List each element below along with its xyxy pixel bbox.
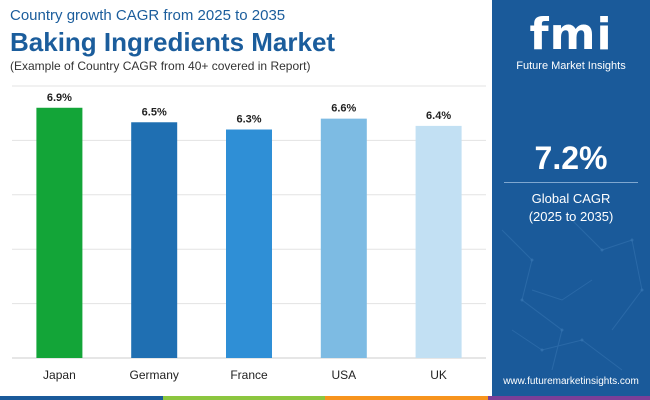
chart-title: Baking Ingredients Market [10, 27, 336, 57]
chart-caption: (Example of Country CAGR from 40+ covere… [10, 59, 311, 73]
logo-mark: fmi [529, 9, 613, 60]
bar-germany[interactable] [131, 122, 178, 359]
bar-france[interactable] [226, 129, 272, 358]
data-label: 6.6% [331, 103, 356, 115]
panel-background-pattern [501, 219, 644, 371]
global-cagr-label-line2: (2025 to 2035) [528, 209, 614, 224]
bar-uk[interactable] [415, 125, 462, 358]
chart-header: Country growth CAGR from 2025 to 2035 Ba… [10, 6, 490, 74]
bottom-bar-segment [325, 396, 488, 400]
global-cagr-label: Global CAGR (2025 to 2035) [492, 190, 650, 226]
bar-japan[interactable] [36, 107, 83, 358]
panel-divider [504, 182, 638, 183]
bottom-bar-segment [162, 396, 325, 400]
bar-chart: 6.9% Japan 6.5% Germany 6.3% France 6.6% USA 6.4… [12, 85, 486, 382]
website-link[interactable]: www.futuremarketinsights.com [503, 376, 639, 387]
data-label: 6.9% [47, 92, 72, 104]
global-cagr-label-line1: Global CAGR [531, 191, 611, 206]
bottom-bar-segment [0, 396, 163, 400]
x-tick-label: Germany [130, 368, 179, 382]
global-cagr-value: 7.2% [534, 140, 608, 176]
data-label: 6.4% [426, 110, 451, 122]
bottom-bar-segment [487, 396, 650, 400]
x-tick-label: France [230, 368, 268, 382]
chart-subtitle: Country growth CAGR from 2025 to 2035 [10, 7, 286, 24]
bar-usa[interactable] [320, 118, 367, 358]
data-label: 6.5% [142, 106, 167, 118]
fmi-logo[interactable]: fmi Future Market Insights [492, 9, 650, 73]
x-tick-label: USA [331, 368, 356, 382]
x-tick-label: Japan [43, 368, 76, 382]
summary-panel: fmi Future Market Insights 7.2% Global C… [492, 0, 650, 400]
logo-text: Future Market Insights [516, 60, 626, 72]
x-tick-label: UK [430, 368, 447, 382]
data-label: 6.3% [236, 114, 261, 126]
chart-area: 6.9% Japan 6.5% Germany 6.3% France 6.6% USA 6.4… [12, 85, 486, 382]
bottom-color-bar [0, 396, 650, 400]
